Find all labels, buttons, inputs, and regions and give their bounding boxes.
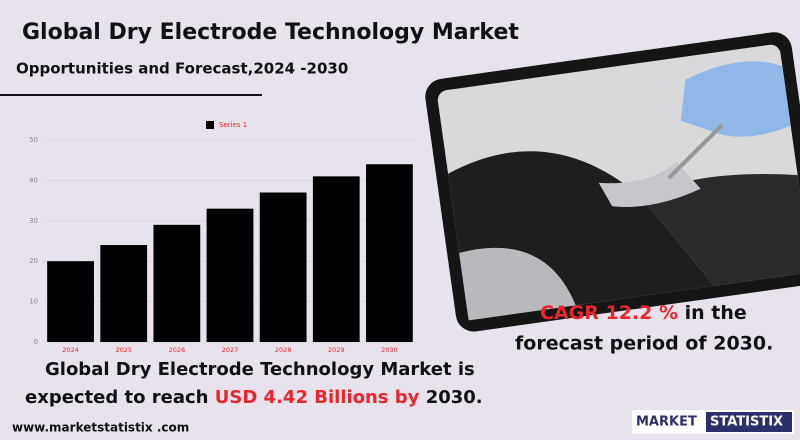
x-tick-label: 2026 (169, 346, 186, 354)
logo-text: MARKET (636, 415, 697, 430)
foil (459, 247, 576, 321)
x-tick-label: 2030 (381, 346, 398, 354)
electrode-sheet (448, 151, 715, 306)
summary-end: 2030. (419, 387, 482, 408)
y-tick-label: 10 (29, 298, 38, 306)
legend-label: Series 1 (219, 121, 247, 129)
photo (425, 32, 800, 332)
y-tick-label: 30 (29, 217, 38, 225)
bar (47, 261, 94, 342)
x-tick-label: 2024 (62, 346, 79, 354)
y-tick-label: 40 (29, 176, 38, 184)
bar (206, 208, 254, 342)
summary-highlight: USD 4.42 Billions by (215, 387, 420, 408)
glove (680, 61, 791, 137)
bar (100, 245, 148, 342)
bar (312, 176, 360, 342)
bar (259, 192, 307, 342)
subtitle: Opportunities and Forecast,2024 -2030 (16, 60, 348, 78)
cagr-line1: CAGR 12.2 % in the (540, 302, 747, 324)
electrode-sheet (641, 174, 800, 286)
x-tick-label: 2029 (328, 346, 345, 354)
logo-box-dark (706, 412, 792, 432)
y-tick-label: 20 (29, 257, 38, 265)
summary-line2: expected to reach USD 4.42 Billions by 2… (25, 387, 483, 408)
website: www.marketstatistix .com (12, 421, 189, 435)
x-tick-label: 2028 (275, 346, 292, 354)
logo-text: STATISTIX (710, 415, 783, 430)
bar (153, 224, 201, 342)
cagr-rest: in the (678, 302, 747, 324)
x-tick-label: 2025 (115, 346, 132, 354)
summary-start: expected to reach (25, 387, 215, 408)
summary-line1: Global Dry Electrode Technology Market i… (45, 359, 475, 380)
legend-swatch (206, 121, 214, 129)
y-tick-label: 0 (34, 338, 38, 346)
y-tick-label: 50 (29, 136, 38, 144)
x-tick-label: 2027 (222, 346, 239, 354)
bar (366, 164, 413, 342)
cagr-line2: forecast period of 2030. (515, 333, 773, 355)
title: Global Dry Electrode Technology Market (22, 20, 519, 45)
spatula (667, 123, 724, 180)
cagr-highlight: CAGR 12.2 % (540, 302, 678, 324)
